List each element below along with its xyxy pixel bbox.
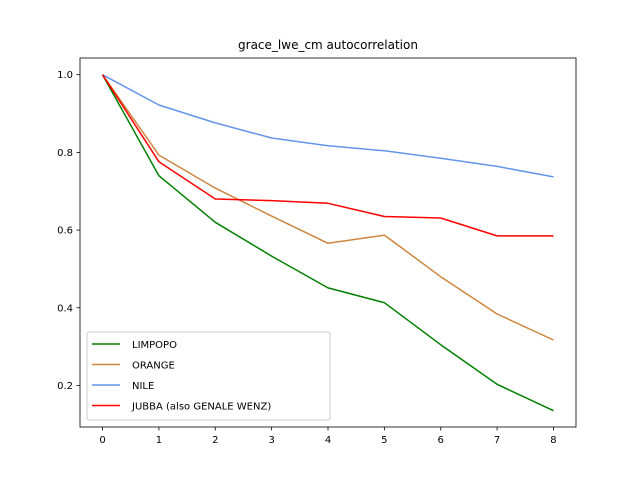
- y-tick-label-2: 0.6: [57, 226, 73, 237]
- legend-label-0: LIMPOPO: [132, 340, 177, 351]
- x-tick-label-2: 2: [212, 435, 218, 446]
- y-tick-label-3: 0.8: [57, 148, 73, 159]
- y-tick-label-0: 0.2: [57, 381, 73, 392]
- chart-title: grace_lwe_cm autocorrelation: [238, 38, 418, 52]
- series-layer: [101, 74, 554, 412]
- series-line-1: [101, 74, 554, 341]
- y-axis: 0.2 0.4 0.6 0.8 1.0: [57, 70, 80, 392]
- legend-label-3: JUBBA (also GENALE WENZ): [131, 402, 271, 413]
- x-axis: 0 1 2 3 4 5 6 7 8: [99, 427, 557, 446]
- x-tick-label-6: 6: [438, 435, 444, 446]
- legend: LIMPOPO ORANGE NILE JUBBA (also GENALE WENZ…: [86, 331, 331, 421]
- y-tick-label-1: 0.4: [57, 303, 73, 314]
- x-tick-label-4: 4: [325, 435, 331, 446]
- y-tick-label-4: 1.0: [57, 70, 73, 81]
- series-line-2: [102, 74, 554, 178]
- series-line-3: [101, 74, 554, 237]
- legend-label-1: ORANGE: [132, 361, 175, 372]
- legend-box: [86, 331, 331, 421]
- x-tick-label-0: 0: [99, 435, 105, 446]
- x-tick-label-1: 1: [156, 435, 162, 446]
- x-tick-label-7: 7: [494, 435, 500, 446]
- series-line-0: [101, 74, 554, 412]
- legend-label-2: NILE: [132, 381, 154, 392]
- x-tick-label-8: 8: [550, 435, 556, 446]
- x-tick-label-5: 5: [381, 435, 387, 446]
- x-tick-label-3: 3: [268, 435, 274, 446]
